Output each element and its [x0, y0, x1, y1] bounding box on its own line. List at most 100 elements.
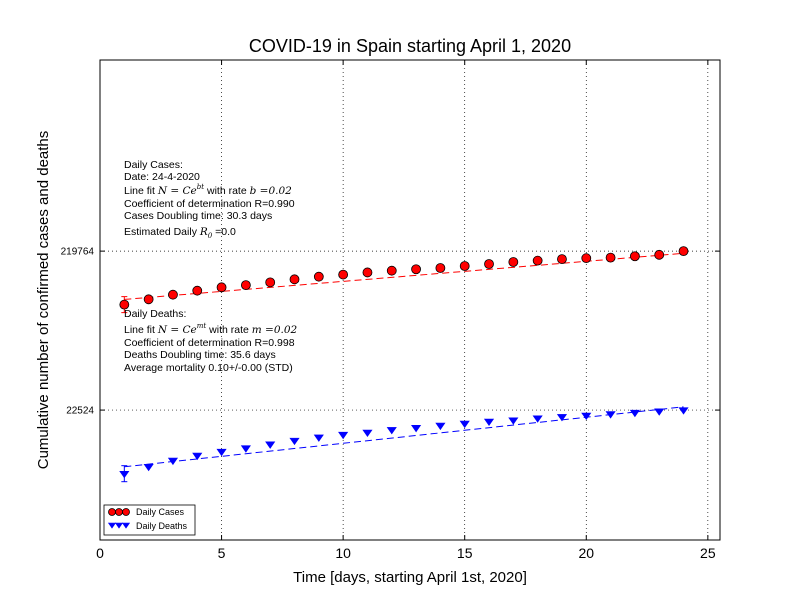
cases-fit-prefix: Line fit [124, 185, 158, 197]
cases-point [313, 271, 324, 282]
cases-header: Daily Cases: [124, 159, 183, 171]
x-axis-label: Time [days, starting April 1st, 2020] [293, 569, 527, 586]
deaths-point [629, 409, 640, 418]
cases-point [216, 282, 227, 293]
x-tick-label: 0 [96, 545, 104, 561]
deaths-fit-mid: with rate [206, 324, 252, 336]
deaths-point [338, 431, 349, 440]
legend-cases-dot [122, 508, 130, 516]
deaths-point [362, 429, 373, 437]
cases-point [484, 259, 494, 269]
x-tick-label: 5 [218, 545, 226, 561]
grid [100, 60, 720, 540]
cases-point [168, 289, 178, 300]
deaths-point [556, 414, 568, 422]
deaths-point [581, 412, 592, 421]
cases-r0: Estimated Daily R0 =0.0 [124, 226, 236, 240]
y-tick-label: 219764 [61, 247, 95, 258]
cases-point [605, 252, 616, 263]
legend-deaths-marker [107, 522, 131, 529]
cases-point [386, 265, 397, 276]
series-layer [119, 246, 689, 483]
legend-deaths-tri [107, 522, 117, 529]
x-tick-label: 15 [457, 545, 473, 561]
cases-fit-mid: with rate [204, 185, 250, 197]
deaths-fit-formula: N = Ce [157, 324, 197, 336]
deaths-point [167, 457, 179, 466]
cases-fit-formula: N = Ce [157, 185, 197, 197]
cases-fit-rate: b =0.02 [250, 185, 293, 197]
cases-r0-sub: 0 [208, 232, 213, 240]
axes-layer: 0 5 10 15 20 25 22524 219764 [61, 60, 720, 561]
cases-annotation: Daily Cases: Date: 24-4-2020 Line fit N … [124, 159, 295, 240]
deaths-header: Daily Deaths: [124, 308, 186, 320]
cases-point [581, 253, 592, 264]
chart-title: COVID-19 in Spain starting April 1, 2020 [249, 36, 571, 56]
cases-point [557, 254, 567, 265]
deaths-fit-prefix: Line fit [124, 324, 158, 336]
cases-doubling: Cases Doubling time: 30.3 days [124, 210, 272, 222]
deaths-point [605, 411, 616, 419]
deaths-point [313, 434, 324, 442]
legend-deaths-label: Daily Deaths [136, 521, 188, 531]
deaths-point [143, 463, 154, 472]
deaths-point [289, 437, 300, 446]
deaths-point [435, 422, 446, 431]
cases-point [508, 257, 519, 267]
deaths-point [532, 415, 543, 423]
deaths-point [483, 418, 495, 427]
x-tick-label: 10 [335, 545, 351, 561]
deaths-point [508, 417, 519, 425]
cases-fit-line [124, 252, 684, 300]
cases-point [435, 263, 446, 273]
cases-fit-exp: bt [197, 183, 204, 191]
deaths-point [216, 448, 227, 457]
x-tick-label: 20 [578, 545, 594, 561]
cases-point [338, 269, 349, 280]
cases-point [143, 294, 154, 305]
cases-date: Date: 24-4-2020 [124, 171, 200, 183]
legend-cases-dot [108, 508, 116, 516]
deaths-point [386, 427, 397, 435]
cases-point [362, 267, 373, 278]
cases-coef: Coefficient of determination R=0.990 [124, 198, 295, 210]
plot-frame [99, 59, 721, 541]
legend: Daily Cases Daily Deaths [103, 504, 196, 536]
cases-fit: Line fit N = Cebt with rate b =0.02 [124, 183, 292, 197]
cases-point [192, 285, 203, 296]
x-tick-label: 25 [700, 545, 716, 561]
y-axis-label: Cumulative number of confirmed cases and… [35, 131, 52, 470]
cases-point [459, 261, 470, 271]
deaths-fit-exp: mt [197, 322, 207, 330]
deaths-point [119, 470, 130, 479]
deaths-mortality: Average mortality 0.10+/-0.00 (STD) [124, 362, 293, 374]
deaths-doubling: Deaths Doubling time: 35.6 days [124, 349, 276, 361]
legend-cases-dot [115, 508, 123, 516]
cases-point [265, 277, 276, 288]
cases-r0-prefix: Estimated Daily [124, 226, 200, 238]
deaths-point [265, 441, 276, 449]
deaths-fit-rate: m =0.02 [252, 324, 298, 336]
cases-point [630, 251, 640, 262]
cases-point [411, 264, 421, 275]
deaths-point [192, 452, 203, 461]
legend-cases-label: Daily Cases [136, 507, 185, 517]
cases-point [654, 249, 665, 260]
deaths-coef: Coefficient of determination R=0.998 [124, 337, 295, 349]
deaths-fit-line [124, 406, 684, 468]
deaths-point [459, 420, 470, 429]
deaths-annotation: Daily Deaths: Line fit N = Cemt with rat… [124, 308, 298, 374]
y-tick-label: 22524 [66, 406, 94, 417]
cases-point [532, 255, 543, 266]
deaths-point [240, 445, 251, 453]
cases-point [119, 299, 130, 310]
legend-deaths-tri [114, 522, 124, 529]
cases-r0-value: =0.0 [212, 226, 236, 238]
cases-point [240, 280, 251, 291]
cases-point [289, 274, 300, 285]
deaths-point [411, 425, 422, 433]
legend-deaths-tri [121, 522, 131, 529]
cases-point [678, 246, 689, 257]
legend-cases-marker [108, 508, 130, 516]
